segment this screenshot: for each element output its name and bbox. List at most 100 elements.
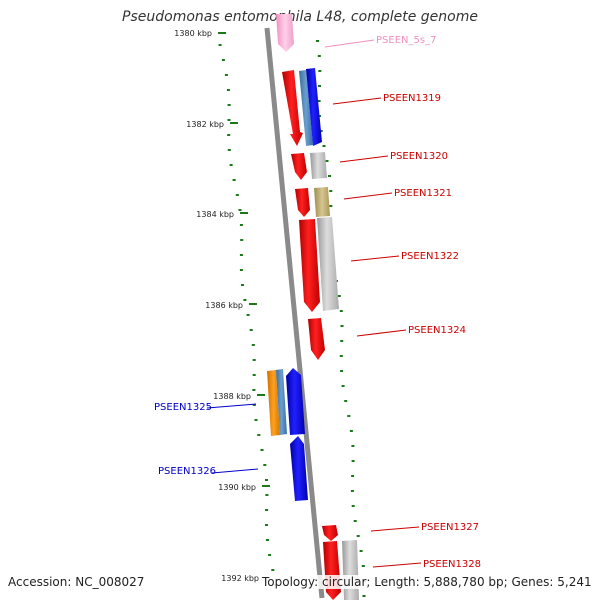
gc-dot	[268, 554, 272, 556]
gc-dot	[265, 524, 268, 526]
gc-dot	[353, 520, 357, 522]
gc-skew-track-right	[316, 40, 366, 597]
scale-tick: 1384 kbp	[196, 210, 248, 219]
gc-dot	[265, 509, 269, 511]
svg-text:1392 kbp: 1392 kbp	[221, 574, 259, 583]
gc-dot	[252, 404, 256, 406]
gene-label-pseen1320[interactable]: PSEEN1320	[390, 151, 448, 162]
gene-label-pseen1328[interactable]: PSEEN1328	[423, 559, 481, 570]
gc-dot	[227, 149, 231, 151]
svg-text:1380 kbp: 1380 kbp	[174, 29, 212, 38]
gene-label-pseen1325[interactable]: PSEEN1325	[154, 402, 212, 413]
gc-dot	[350, 490, 354, 492]
gene-pseen1326[interactable]	[290, 436, 308, 501]
gc-dot	[263, 464, 267, 466]
svg-text:1386 kbp: 1386 kbp	[205, 301, 243, 310]
gc-dot	[238, 209, 242, 211]
gc-dot	[243, 299, 247, 301]
gc-dot	[252, 389, 256, 391]
gene-label-pseen1324[interactable]: PSEEN1324	[408, 325, 466, 336]
gc-dot	[361, 565, 365, 567]
gc-dot	[265, 539, 269, 541]
gc-dot	[254, 419, 258, 421]
gc-dot	[257, 434, 261, 436]
gc-dot	[337, 295, 341, 297]
gc-dot	[252, 374, 256, 376]
gc-dot	[356, 535, 360, 537]
gc-dot	[341, 385, 345, 387]
gc-dot	[251, 344, 255, 346]
gc-dot	[227, 104, 231, 106]
scale-tick: 1392 kbp	[221, 574, 259, 583]
gene-pseen1320[interactable]	[291, 153, 307, 180]
gene-pseen1321[interactable]	[295, 188, 310, 217]
svg-text:1390 kbp: 1390 kbp	[218, 483, 256, 492]
gene-pseen1328-domain	[342, 540, 359, 600]
gc-dot	[249, 329, 253, 331]
gene-pseen1319-domain-steel	[299, 70, 313, 146]
gc-dot	[265, 479, 268, 481]
gc-dot	[239, 269, 243, 271]
gc-dot	[340, 325, 344, 327]
gc-dot	[229, 164, 233, 166]
gc-dot	[322, 145, 326, 147]
genome-summary: Topology: circular; Length: 5,888,780 bp…	[262, 575, 592, 589]
gc-dot	[325, 160, 329, 162]
scale-tick: 1386 kbp	[205, 301, 257, 310]
gc-skew-track-left	[218, 44, 278, 586]
svg-text:1382 kbp: 1382 kbp	[186, 120, 224, 129]
gene-label-pseen1327[interactable]: PSEEN1327	[421, 522, 479, 533]
gc-dot	[319, 130, 323, 132]
gc-dot	[344, 400, 348, 402]
gene-pseen-5s-7[interactable]	[276, 14, 294, 52]
svg-text:1384 kbp: 1384 kbp	[196, 210, 234, 219]
gc-dot	[329, 205, 333, 207]
gene-pseen1325-domain-orange	[267, 370, 280, 436]
gc-dot	[232, 179, 236, 181]
gc-dot	[339, 310, 343, 312]
scale-tick: 1390 kbp	[218, 483, 270, 492]
gene-pseen1327[interactable]	[322, 525, 338, 541]
gene-pseen1328[interactable]	[323, 541, 341, 600]
gc-dot	[318, 85, 321, 87]
gc-dot	[252, 359, 256, 361]
gc-dot	[340, 370, 344, 372]
gc-dot	[340, 340, 344, 342]
gc-dot	[235, 194, 239, 196]
gc-dot	[239, 254, 243, 256]
gene-label-pseen1326[interactable]: PSEEN1326	[158, 466, 216, 477]
gc-dot	[329, 190, 333, 192]
gc-dot	[227, 119, 231, 121]
gc-dot	[224, 74, 228, 76]
gene-pseen1325[interactable]	[286, 368, 305, 435]
gc-dot	[317, 55, 321, 57]
gene-label-pseen1319[interactable]: PSEEN1319	[383, 93, 441, 104]
gc-dot	[239, 224, 243, 226]
gc-dot	[221, 59, 225, 61]
gc-dot	[241, 284, 244, 286]
gc-dot	[227, 134, 231, 136]
gc-dot	[240, 239, 244, 241]
scale-tick: 1382 kbp	[186, 120, 238, 129]
gc-dot	[260, 449, 264, 451]
gc-dot	[359, 550, 363, 552]
gc-dot	[328, 175, 331, 177]
gene-label-pseen-5s-7[interactable]: PSEEN_5s_7	[376, 35, 436, 46]
gene-pseen1321-domain	[314, 187, 330, 217]
gc-dot	[351, 505, 355, 507]
gc-dot	[265, 494, 269, 496]
gc-dot	[218, 44, 222, 46]
genome-title: Pseudomonas entomophila L48, complete ge…	[122, 9, 478, 25]
svg-text:1388 kbp: 1388 kbp	[213, 392, 251, 401]
gene-pseen1319[interactable]	[282, 70, 303, 146]
gc-dot	[349, 430, 353, 432]
gc-dot	[246, 314, 250, 316]
gene-pseen1322-domain	[317, 217, 339, 311]
gene-pseen1322[interactable]	[299, 219, 320, 312]
gene-pseen1319-domain-blue	[306, 68, 322, 146]
gene-pseen1324[interactable]	[308, 318, 325, 360]
gene-label-pseen1322[interactable]: PSEEN1322	[401, 251, 459, 262]
gene-label-pseen1321[interactable]: PSEEN1321	[394, 188, 452, 199]
genome-backbone	[264, 27, 325, 599]
